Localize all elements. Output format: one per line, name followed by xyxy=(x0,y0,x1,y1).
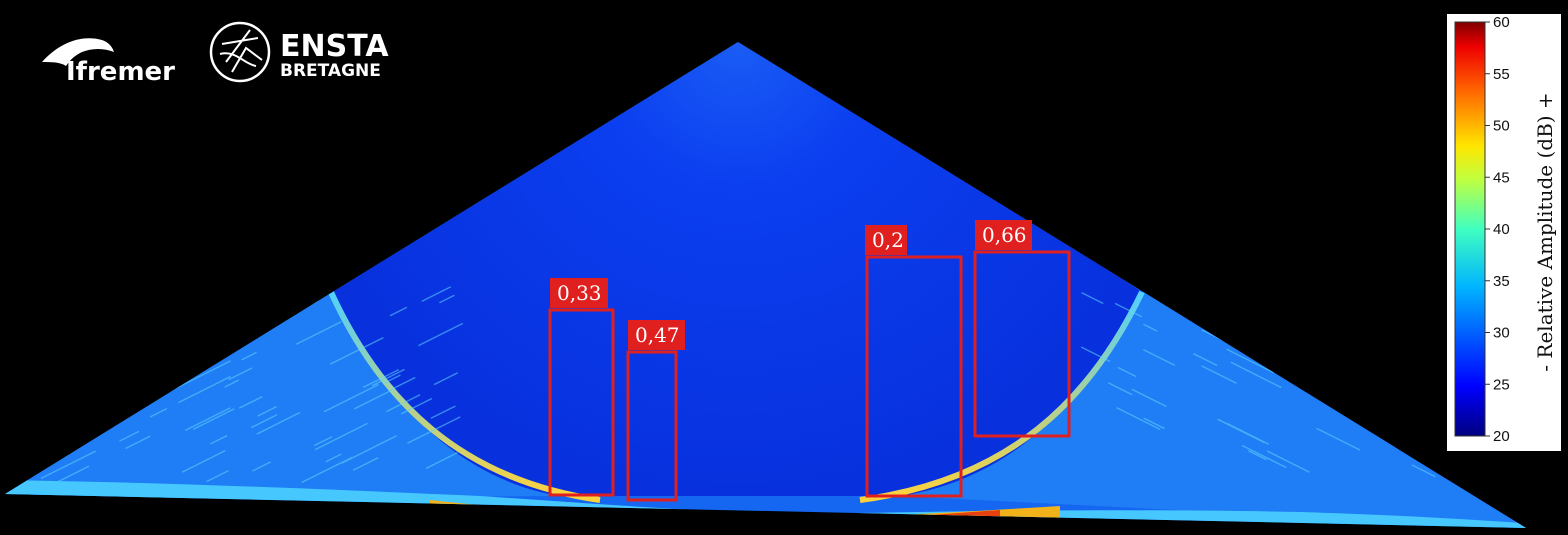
colorbar-title: - Relative Amplitude (dB) + xyxy=(1533,92,1557,371)
ensta-logo: ENSTA BRETAGNE xyxy=(209,21,389,83)
detection-box xyxy=(865,255,963,498)
detection-label-bg xyxy=(975,220,1032,250)
ifremer-wordmark: Ifremer xyxy=(66,57,175,87)
detection-label: 0,47 xyxy=(635,323,680,347)
colorbar-tick-label: 20 xyxy=(1493,428,1510,445)
detection-box xyxy=(626,350,678,502)
colorbar-gradient xyxy=(1454,21,1486,437)
colorbar-tick-label: 60 xyxy=(1493,14,1510,31)
colorbar: 60 55 50 45 40 35 30 25 20 - Relative Amplitude … xyxy=(1447,14,1561,451)
detection-label-bg xyxy=(628,320,685,350)
detection-label: 0,2 xyxy=(872,228,904,252)
detection-box xyxy=(548,308,615,497)
detection-label-bg xyxy=(865,225,907,255)
colorbar-tick-label: 45 xyxy=(1493,169,1510,186)
colorbar-tick-label: 50 xyxy=(1493,118,1510,135)
detection-box xyxy=(973,250,1071,438)
detection-label: 0,33 xyxy=(557,281,602,305)
ensta-wordmark: ENSTA xyxy=(280,29,389,64)
colorbar-tick-label: 30 xyxy=(1493,325,1510,342)
detection-label-bg xyxy=(550,278,608,308)
ifremer-logo: Ifremer xyxy=(42,38,175,87)
detections-layer: 0,33 0,47 0,2 0,66 xyxy=(548,220,1071,502)
colorbar-tick-label: 25 xyxy=(1493,376,1510,393)
dolphin-icon xyxy=(42,38,114,66)
bretagne-wordmark: BRETAGNE xyxy=(280,61,381,81)
colorbar-tick-label: 55 xyxy=(1493,66,1510,83)
detection-label: 0,66 xyxy=(982,223,1027,247)
ensta-emblem-icon xyxy=(209,21,271,83)
sonar-fan xyxy=(5,42,1526,528)
colorbar-tick-label: 40 xyxy=(1493,221,1510,238)
colorbar-tick-label: 35 xyxy=(1493,273,1510,290)
